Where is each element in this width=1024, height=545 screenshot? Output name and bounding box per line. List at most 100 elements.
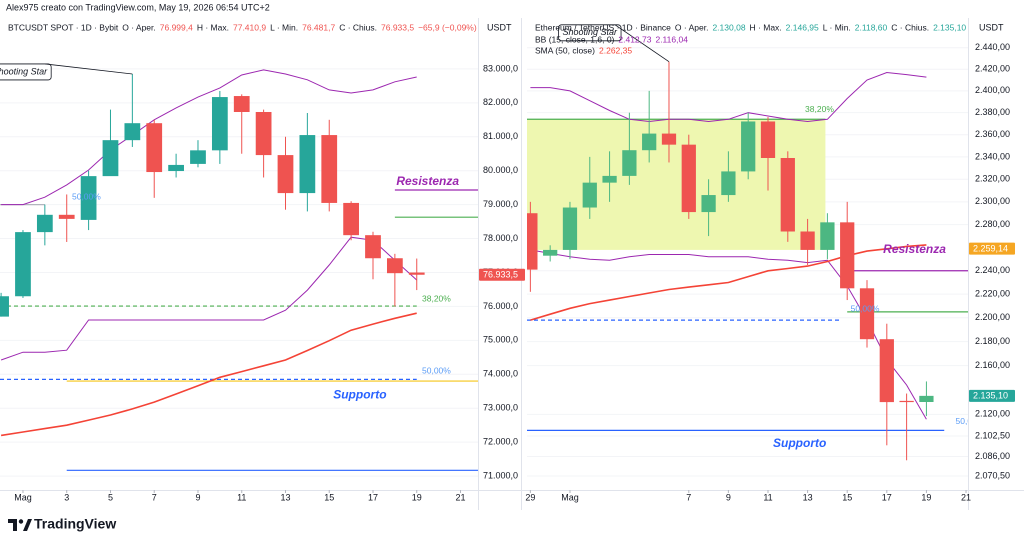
header-text: 77.410,9 bbox=[233, 22, 266, 32]
header-text: 2.135,10 bbox=[933, 22, 966, 32]
x-tick-label: 21 bbox=[961, 492, 971, 502]
y-tick-label: 2.086,00 bbox=[975, 451, 1010, 461]
annotation: Resistenza bbox=[396, 174, 459, 188]
candle-body bbox=[168, 164, 184, 172]
candle-body bbox=[721, 171, 736, 196]
x-tick-label: 11 bbox=[763, 492, 772, 502]
x-tick-label: 9 bbox=[726, 492, 731, 502]
candle-body bbox=[36, 214, 53, 233]
callout-pointer bbox=[614, 24, 670, 63]
y-tick-label: 73.000,0 bbox=[483, 403, 518, 413]
indicator-line bbox=[530, 244, 927, 321]
candle-body bbox=[899, 400, 914, 403]
callout-box bbox=[0, 63, 52, 81]
candle-body bbox=[124, 123, 141, 141]
candle-body bbox=[543, 249, 558, 256]
callout: Shooting Star bbox=[558, 24, 670, 63]
x-tick-label: 19 bbox=[412, 492, 422, 502]
indicator-line bbox=[530, 71, 927, 123]
x-tick-label: Mag bbox=[561, 492, 579, 502]
y-tick-label: 72.000,0 bbox=[483, 437, 518, 447]
header-text: BB (15, close, 1,6, 0) bbox=[535, 34, 615, 44]
y-tick-label: 81.000,0 bbox=[483, 131, 518, 141]
header-text: 76.481,7 bbox=[302, 22, 335, 32]
candle-body bbox=[760, 121, 776, 159]
header-text: 2.130,08 bbox=[712, 22, 745, 32]
header-text: C · Chius. bbox=[891, 22, 929, 32]
brand-logo bbox=[8, 519, 32, 531]
header-text: L · Min. bbox=[270, 22, 298, 32]
candle-body bbox=[661, 133, 677, 145]
x-tick-label: 7 bbox=[686, 492, 691, 502]
plot-area: 38,20% 50,00% 50,00% Resistenza Supporto Shoo… bbox=[527, 24, 985, 477]
y-tick-label: 2.280,00 bbox=[975, 219, 1010, 229]
y-tick-label: 80.000,0 bbox=[483, 165, 518, 175]
candle-body bbox=[408, 272, 425, 275]
y-tick-label: 2.220,00 bbox=[975, 289, 1010, 299]
header-text: O · Aper. bbox=[122, 22, 156, 32]
candle-body bbox=[80, 176, 97, 220]
brand: TradingView bbox=[34, 516, 116, 532]
candle-body bbox=[58, 214, 75, 219]
candle-body bbox=[800, 231, 815, 250]
x-tick-label: 21 bbox=[455, 492, 465, 502]
header: BTCUSDT SPOT · 1D · Bybit O · Aper. 76.999… bbox=[8, 22, 477, 32]
price-label-box bbox=[969, 242, 1015, 255]
y-tick-label: 2.070,50 bbox=[975, 470, 1010, 480]
candle-body bbox=[562, 207, 578, 250]
header-text: L · Min. bbox=[823, 22, 851, 32]
x-tick-label: 29 bbox=[525, 492, 535, 502]
annotation: 50,00% bbox=[72, 191, 101, 201]
header-text: 2.116,04 bbox=[655, 34, 688, 44]
candle-body bbox=[255, 111, 272, 156]
header-text: O · Aper. bbox=[675, 22, 709, 32]
x-tick-label: 13 bbox=[280, 492, 290, 502]
annotation: 50,00% bbox=[956, 416, 985, 426]
y-tick-label: 2.180,00 bbox=[975, 336, 1010, 346]
candle-body bbox=[0, 296, 9, 317]
x-tick-label: 17 bbox=[368, 492, 378, 502]
candle-body bbox=[365, 235, 381, 259]
y-tick-label: 2.300,00 bbox=[975, 196, 1010, 206]
candle-body bbox=[681, 144, 696, 213]
x-tick-label: 19 bbox=[921, 492, 931, 502]
annotation: Supporto bbox=[333, 388, 386, 402]
annotation: 50,00% bbox=[422, 365, 451, 375]
y-tick-label: 74.000,0 bbox=[483, 369, 518, 379]
candle-body bbox=[622, 150, 637, 176]
y-axis-unit: USDT bbox=[487, 22, 512, 32]
candle-body bbox=[741, 121, 756, 172]
callout-box bbox=[558, 24, 622, 42]
candle-body bbox=[146, 123, 163, 173]
y-tick-label: 2.360,00 bbox=[975, 129, 1010, 139]
header-text: 2.146,95 bbox=[786, 22, 819, 32]
y-tick-label: 2.160,00 bbox=[975, 360, 1010, 370]
y-tick-label: 2.440,00 bbox=[975, 42, 1010, 52]
y-tick-label: 2.340,00 bbox=[975, 151, 1010, 161]
candle-body bbox=[15, 232, 31, 297]
y-tick-label: 71.000,0 bbox=[483, 470, 518, 480]
indicator-line bbox=[1, 69, 417, 206]
candle-body bbox=[701, 195, 716, 213]
callout: Shooting Star bbox=[0, 63, 133, 81]
y-tick-label: 75.000,0 bbox=[483, 335, 518, 345]
annotation: Supporto bbox=[773, 436, 826, 450]
x-tick-label: 5 bbox=[108, 492, 113, 502]
x-tick-label: 13 bbox=[803, 492, 813, 502]
candle-body bbox=[299, 135, 316, 194]
callout-text: Shooting Star bbox=[563, 27, 619, 37]
candle-body bbox=[780, 158, 795, 232]
price-label: 2.259,14 bbox=[973, 243, 1008, 253]
candle-body bbox=[919, 395, 934, 402]
price-label: 76.933,5 bbox=[483, 270, 518, 280]
header-text: 2.118,60 bbox=[855, 22, 888, 32]
x-tick-label: 15 bbox=[842, 492, 852, 502]
x-tick-label: 11 bbox=[237, 492, 246, 502]
annotation: 50,00% bbox=[851, 304, 880, 314]
y-tick-label: 2.120,00 bbox=[975, 409, 1010, 419]
candle-body bbox=[190, 150, 206, 164]
header-text: 76.999,4 bbox=[160, 22, 193, 32]
callout-pointer bbox=[45, 63, 133, 75]
y-tick-label: 2.420,00 bbox=[975, 64, 1010, 74]
